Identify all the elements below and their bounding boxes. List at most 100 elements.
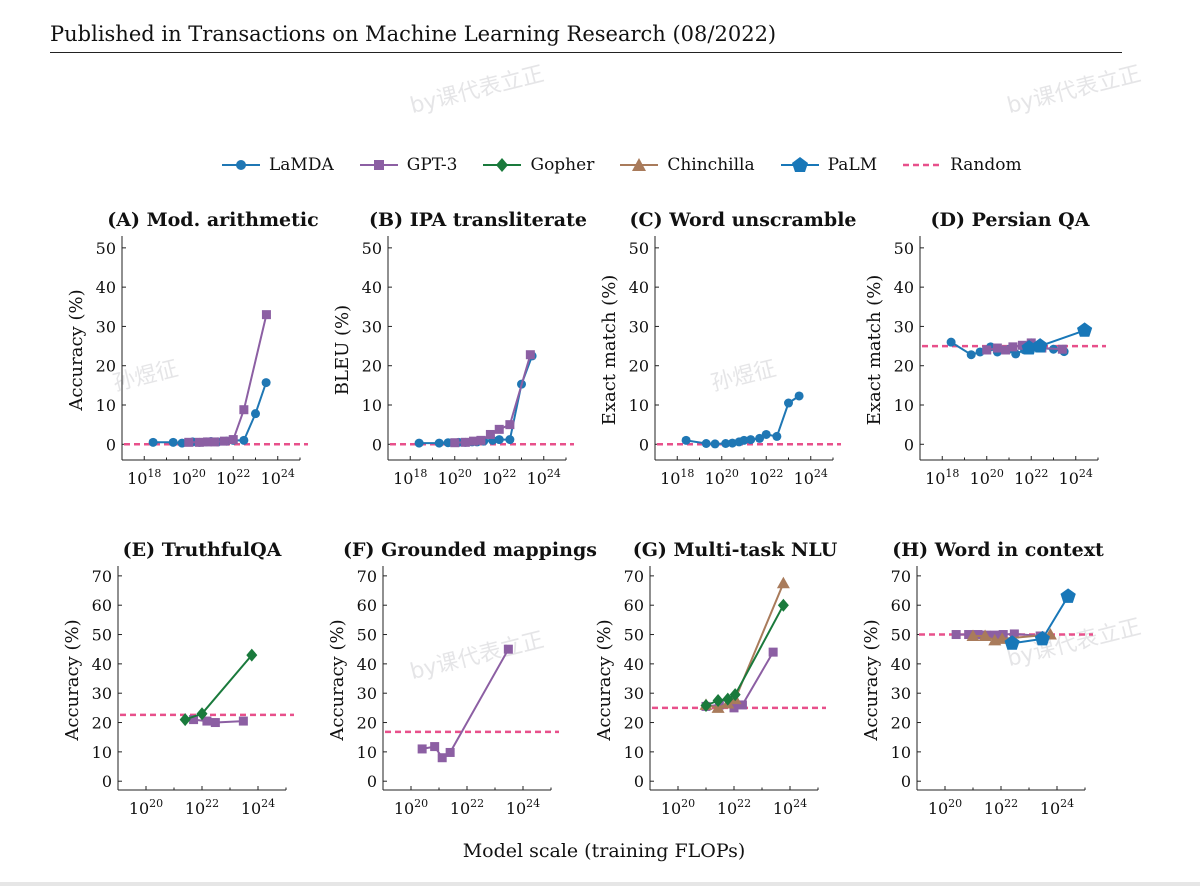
y-axis-label: Accuracy (%)	[66, 289, 87, 411]
x-tick-label: 1022	[482, 467, 516, 488]
y-tick-label: 50	[894, 239, 914, 258]
global-x-axis-label: Model scale (training FLOPs)	[462, 840, 746, 862]
data-point	[494, 435, 504, 445]
y-tick-label: 40	[92, 655, 112, 674]
y-tick-label: 60	[357, 596, 377, 615]
y-tick-label: 20	[362, 357, 382, 376]
y-axis-label: Accuracy (%)	[62, 619, 83, 741]
y-tick-label: 50	[624, 626, 644, 645]
y-tick-label: 30	[891, 684, 911, 703]
y-tick-label: 30	[624, 684, 644, 703]
data-point	[966, 350, 976, 360]
x-tick-label: 1022	[749, 467, 783, 488]
y-tick-label: 20	[624, 714, 644, 733]
pentagon-marker-icon	[780, 157, 819, 172]
y-tick-label: 20	[894, 357, 914, 376]
data-point	[768, 647, 778, 657]
legend-label: PaLM	[827, 155, 878, 175]
data-point	[251, 409, 260, 419]
data-point	[460, 437, 470, 447]
chart-title: (C) Word unscramble	[630, 209, 857, 231]
data-point	[701, 439, 711, 448]
data-point	[494, 424, 504, 434]
data-point	[476, 435, 486, 445]
data-point	[1060, 588, 1076, 603]
series-line	[421, 648, 510, 759]
y-tick-label: 10	[891, 743, 911, 762]
y-tick-label: 30	[96, 317, 116, 336]
x-tick-label: 1024	[241, 797, 275, 818]
chart-legend: LaMDA GPT-3 Gopher Chinchilla PaLM Rando…	[220, 150, 1046, 180]
y-tick-label: 40	[629, 278, 649, 297]
bottom-strip	[0, 882, 1200, 886]
y-tick-label: 50	[357, 626, 377, 645]
series-gpt-3	[189, 715, 248, 728]
data-point	[261, 310, 271, 320]
x-tick-label: 1020	[438, 467, 472, 488]
x-tick-label: 1024	[506, 797, 540, 818]
x-tick-label: 1024	[1059, 467, 1093, 488]
chart-title: (B) IPA transliterate	[369, 209, 587, 231]
data-point	[189, 715, 199, 725]
x-tick-label: 1020	[705, 467, 739, 488]
series-line	[705, 582, 785, 709]
y-tick-label: 60	[92, 596, 112, 615]
series-line	[419, 355, 534, 445]
chart-title: (D) Persian QA	[931, 209, 1090, 231]
data-point	[1001, 345, 1011, 355]
data-point	[210, 437, 220, 447]
data-point	[761, 429, 771, 439]
y-tick-label: 20	[92, 714, 112, 733]
data-point	[168, 437, 178, 447]
series-palm	[1004, 588, 1076, 650]
y-tick-label: 0	[102, 772, 112, 791]
y-tick-label: 0	[904, 435, 914, 454]
data-point	[777, 598, 789, 612]
data-point	[727, 438, 737, 448]
y-tick-label: 10	[894, 396, 914, 415]
x-tick-label: 1018	[925, 467, 959, 488]
chart-panel-f: (F) Grounded mappings0102030405060701020…	[327, 539, 597, 818]
x-tick-label: 1020	[394, 797, 428, 818]
x-tick-label: 1020	[172, 467, 206, 488]
x-tick-label: 1024	[261, 467, 295, 488]
y-axis-label: Exact match (%)	[864, 275, 885, 426]
x-tick-label: 1020	[928, 797, 962, 818]
y-tick-label: 20	[891, 714, 911, 733]
x-tick-label: 1022	[450, 797, 484, 818]
legend-label: Gopher	[530, 155, 595, 175]
legend-item-gpt3: GPT-3	[358, 155, 457, 175]
data-point	[1057, 344, 1067, 354]
data-point	[202, 716, 212, 726]
y-tick-label: 10	[357, 743, 377, 762]
chart-title: (A) Mod. arithmetic	[107, 209, 318, 231]
series-lamda	[148, 378, 271, 448]
data-point	[1011, 349, 1021, 359]
data-point	[772, 431, 782, 441]
data-point	[794, 391, 804, 401]
y-tick-label: 50	[92, 626, 112, 645]
data-point	[722, 692, 734, 706]
x-tick-label: 1020	[661, 797, 695, 818]
y-tick-label: 30	[92, 684, 112, 703]
legend-item-chinchilla: Chinchilla	[618, 155, 755, 175]
series-lamda	[414, 351, 537, 448]
data-point	[414, 438, 424, 448]
legend-label: LaMDA	[269, 155, 334, 175]
data-point	[196, 707, 208, 721]
legend-label: Chinchilla	[667, 155, 755, 175]
data-point	[700, 699, 712, 713]
y-tick-label: 0	[639, 435, 649, 454]
y-tick-label: 40	[96, 278, 116, 297]
x-tick-label: 1020	[970, 467, 1004, 488]
y-tick-label: 20	[96, 357, 116, 376]
data-point	[951, 630, 961, 640]
data-point	[194, 437, 204, 447]
y-tick-label: 40	[894, 278, 914, 297]
data-point	[210, 718, 220, 728]
y-tick-label: 60	[624, 596, 644, 615]
series-chinchilla	[966, 628, 1057, 646]
data-point	[505, 435, 515, 445]
